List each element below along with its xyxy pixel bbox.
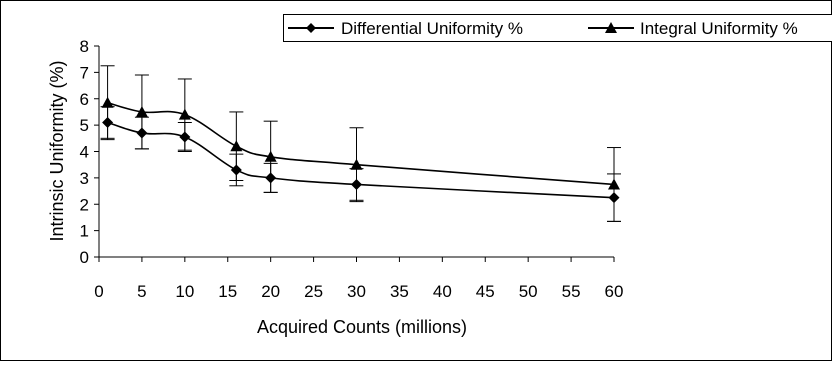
legend-label-differential: Differential Uniformity % [341,19,523,38]
x-axis-title: Acquired Counts (millions) [257,317,467,337]
y-tick-label: 4 [80,143,89,162]
x-tick-label: 35 [390,282,409,301]
x-tick-label: 15 [218,282,237,301]
x-tick-label: 45 [476,282,495,301]
x-tick-label: 10 [175,282,194,301]
x-tick-label: 30 [347,282,366,301]
y-tick-label: 8 [80,37,89,56]
x-tick-label: 40 [433,282,452,301]
x-tick-label: 50 [519,282,538,301]
x-tick-label: 55 [562,282,581,301]
legend: Differential Uniformity % Integral Unifo… [284,15,832,42]
y-tick-label: 5 [80,116,89,135]
x-tick-label: 0 [94,282,103,301]
x-tick-label: 60 [605,282,624,301]
y-tick-label: 3 [80,169,89,188]
y-tick-label: 0 [80,248,89,267]
y-axis-title: Intrinsic Uniformity (%) [47,60,67,241]
x-tick-label: 5 [137,282,146,301]
y-tick-label: 6 [80,90,89,109]
legend-label-integral: Integral Uniformity % [640,19,798,38]
x-tick-label: 20 [261,282,280,301]
y-tick-label: 7 [80,63,89,82]
y-tick-label: 1 [80,222,89,241]
y-tick-label: 2 [80,195,89,214]
x-tick-label: 25 [304,282,323,301]
